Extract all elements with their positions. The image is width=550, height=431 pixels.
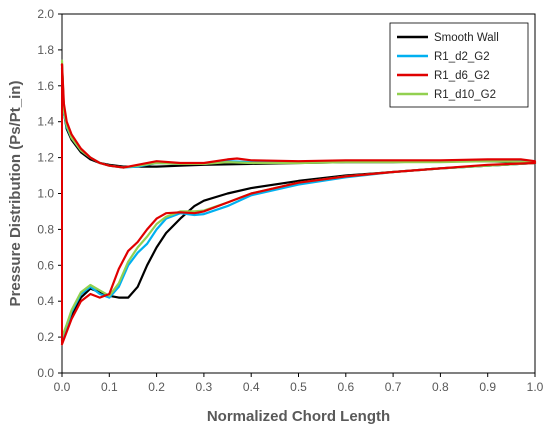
- x-tick-label: 0.6: [337, 380, 354, 394]
- y-tick-label: 0.8: [37, 222, 54, 236]
- series-line-r1-d6-g2-lower: [60, 161, 537, 346]
- x-tick-label: 0.5: [290, 380, 307, 394]
- legend-label-r1-d6-g2: R1_d6_G2: [434, 70, 490, 82]
- y-tick-label: 2.0: [37, 7, 54, 21]
- x-tick-label: 1.0: [527, 380, 544, 394]
- y-tick-label: 0.0: [37, 366, 54, 380]
- y-tick-label: 1.2: [37, 151, 54, 165]
- y-axis-ticks: 0.0 0.2 0.4 0.6 0.8 1.0 1.2 1.4 1.6 1.8 2.0: [37, 7, 62, 380]
- legend-label-smooth-wall: Smooth Wall: [434, 32, 499, 44]
- y-tick-label: 1.8: [37, 43, 54, 57]
- y-tick-label: 0.6: [37, 258, 54, 272]
- series-line-smooth-wall-lower: [60, 161, 537, 339]
- y-axis-title: Pressure Distribution (Ps/Pt_in): [7, 81, 24, 307]
- series-line-r1-d6-g2-upper: [60, 63, 537, 169]
- x-tick-label: 0.8: [432, 380, 449, 394]
- x-tick-label: 0.3: [196, 380, 213, 394]
- x-tick-label: 0.9: [479, 380, 496, 394]
- legend: Smooth Wall R1_d2_G2 R1_d6_G2 R1_d10_G2: [389, 22, 529, 108]
- y-tick-label: 1.4: [37, 115, 54, 129]
- x-tick-label: 0.4: [243, 380, 260, 394]
- legend-label-r1-d2-g2: R1_d2_G2: [434, 51, 490, 63]
- x-axis-ticks: 0.0 0.1 0.2 0.3 0.4 0.5 0.6 0.7 0.8 0.9 1.0: [54, 373, 544, 394]
- series-line-r1-d10-g2-lower: [60, 161, 537, 339]
- series-lines: [60, 59, 537, 346]
- series-line-r1-d2-g2-lower: [60, 161, 537, 342]
- x-tick-label: 0.2: [148, 380, 165, 394]
- x-tick-label: 0.7: [385, 380, 402, 394]
- y-tick-label: 1.6: [37, 79, 54, 93]
- x-tick-label: 0.0: [54, 380, 71, 394]
- series-line-r1-d10-g2-upper: [60, 59, 537, 169]
- x-tick-label: 0.1: [101, 380, 118, 394]
- y-tick-label: 1.0: [37, 187, 54, 201]
- x-axis-title: Normalized Chord Length: [207, 408, 390, 425]
- y-tick-label: 0.4: [37, 294, 54, 308]
- y-tick-label: 0.2: [37, 330, 54, 344]
- legend-label-r1-d10-g2: R1_d10_G2: [434, 89, 496, 101]
